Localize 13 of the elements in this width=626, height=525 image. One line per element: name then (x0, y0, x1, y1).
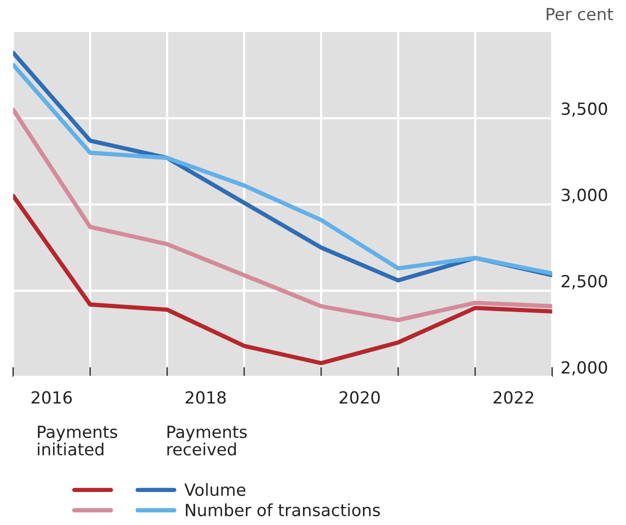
y-tick-label: 2,000 (562, 361, 608, 376)
legend-label: Number of transactions (186, 503, 380, 516)
y-tick-label: 3,000 (562, 188, 608, 203)
x-tick-label: 2018 (186, 391, 226, 404)
y-axis-title: Per cent (546, 8, 614, 20)
y-tick-label: 2,500 (562, 274, 608, 290)
text: Payments received (167, 426, 247, 456)
x-tick-label: 2022 (494, 391, 534, 404)
legend-label: Volume (184, 483, 246, 496)
text: Payments initiated (38, 426, 118, 456)
y-tick-label: 3,500 (562, 102, 608, 117)
x-tick-label: 2016 (32, 391, 72, 404)
x-tick-label: 2020 (340, 391, 380, 404)
